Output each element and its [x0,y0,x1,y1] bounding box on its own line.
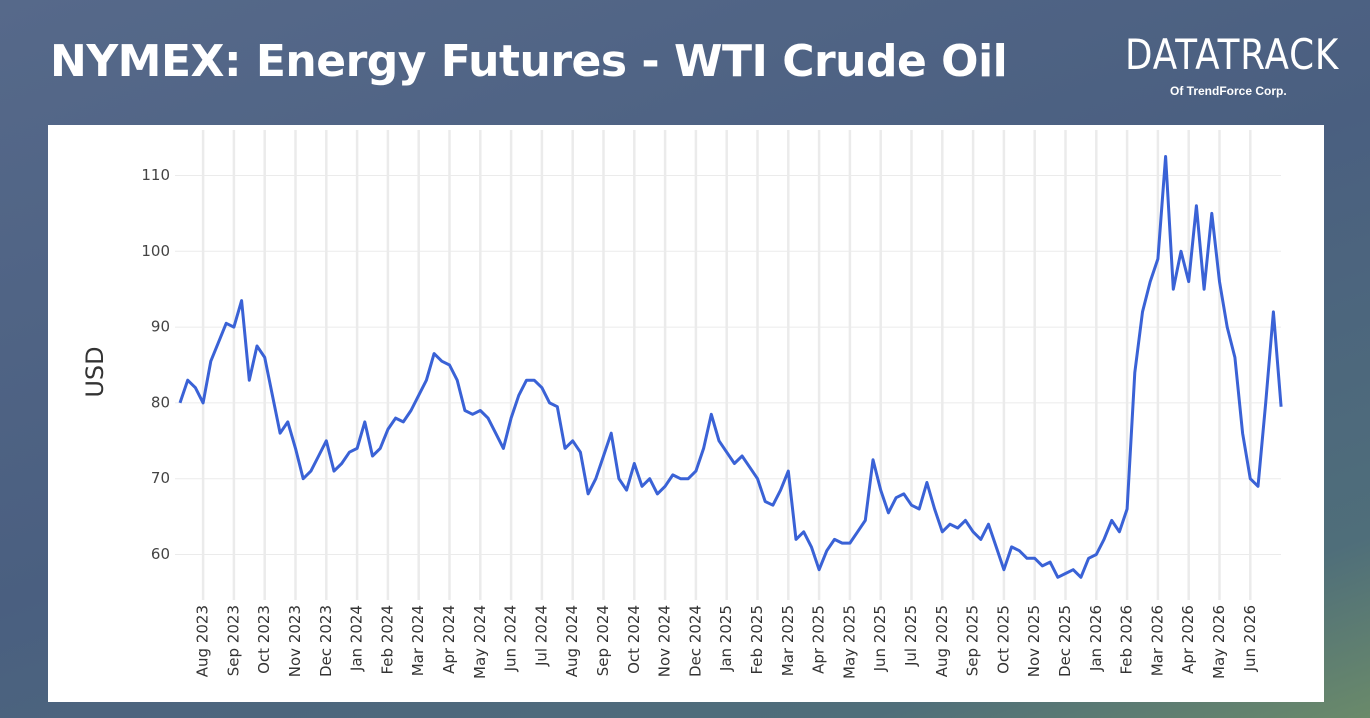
logo: DATATRACK [1125,30,1340,79]
x-tick-label: Apr 2026 [1179,605,1197,674]
x-tick-label: Feb 2024 [378,605,396,675]
x-tick-label: Aug 2025 [933,605,951,677]
x-tick-label: Jan 2024 [348,605,366,672]
x-tick-label: Dec 2025 [1056,605,1074,677]
x-tick-label: Apr 2024 [440,605,458,674]
x-tick-label: May 2024 [471,605,489,679]
x-tick-label: Nov 2024 [656,605,674,677]
x-tick-label: May 2025 [840,605,858,679]
data-line [178,155,1283,579]
x-tick-label: Jan 2026 [1087,605,1105,672]
x-tick-label: Jun 2026 [1241,605,1259,672]
y-tick-label: 80 [151,393,170,411]
x-tick-label: Mar 2024 [409,605,427,676]
x-tick-label: Mar 2026 [1148,605,1166,676]
x-tick-label: Oct 2025 [994,605,1012,674]
x-tick-label: Nov 2025 [1025,605,1043,677]
x-tick-label: Sep 2025 [964,605,982,676]
x-tick-label: Feb 2026 [1118,605,1136,675]
x-tick-label: Jun 2024 [502,605,520,672]
x-tick-label: Sep 2023 [224,605,242,676]
page-title: NYMEX: Energy Futures - WTI Crude Oil [50,36,1008,87]
x-tick-label: Oct 2023 [255,605,273,674]
x-tick-label: May 2026 [1210,605,1228,679]
chart: USD 60 70 80 90 100 110 Aug 2023 Sep 2023 Oct 20… [48,125,1324,702]
y-tick-label: 90 [151,318,170,336]
x-tick-label: Jan 2025 [717,605,735,672]
logo-subtitle: Of TrendForce Corp. [1170,84,1287,98]
x-tick-label: Dec 2023 [317,605,335,677]
y-tick-label: 100 [141,242,170,260]
x-tick-label: Nov 2023 [286,605,304,677]
x-tick-label: Dec 2024 [686,605,704,677]
x-tick-label: Mar 2025 [779,605,797,676]
x-tick-label: Aug 2023 [194,605,212,677]
x-tick-label: Aug 2024 [563,605,581,677]
y-axis-label: USD [81,346,109,397]
y-tick-label: 110 [141,166,170,184]
x-tick-label: Jun 2025 [871,605,889,672]
y-tick-label: 70 [151,469,170,487]
x-tick-label: Jul 2024 [532,605,550,667]
x-tick-label: Jul 2025 [902,605,920,667]
x-tick-label: Sep 2024 [594,605,612,676]
chart-panel [48,125,1324,702]
x-tick-label: Apr 2025 [810,605,828,674]
y-tick-label: 60 [151,545,170,563]
x-tick-label: Oct 2024 [625,605,643,674]
x-tick-label: Feb 2025 [748,605,766,675]
